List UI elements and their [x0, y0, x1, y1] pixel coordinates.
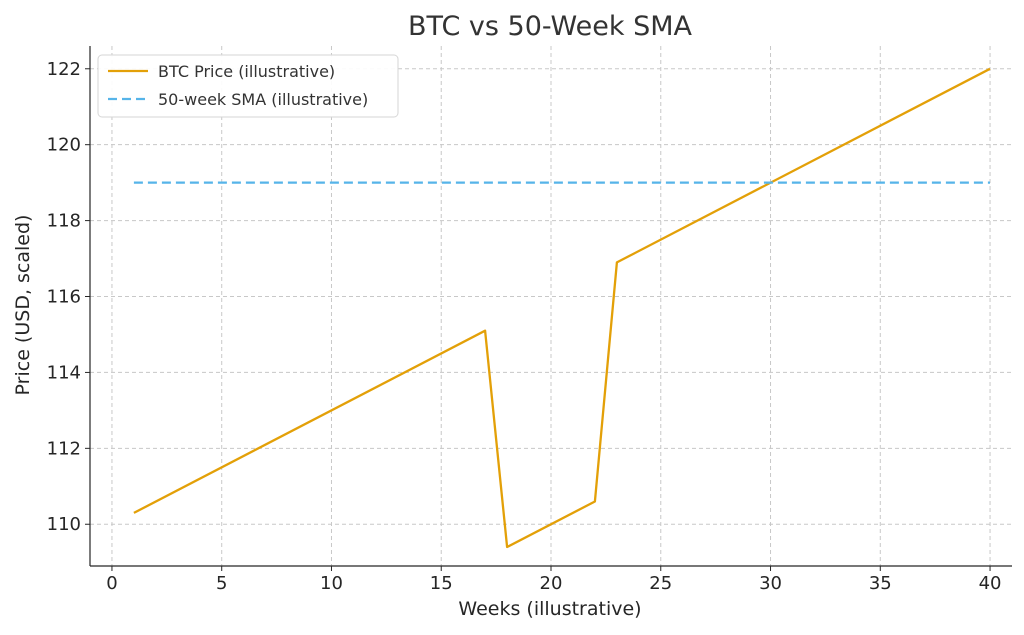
x-tick-label: 25 — [649, 573, 672, 594]
x-tick-label: 20 — [540, 573, 563, 594]
y-tick-label: 120 — [47, 135, 81, 156]
x-tick-label: 10 — [320, 573, 343, 594]
series-layer — [133, 67, 991, 549]
x-tick-label: 5 — [216, 573, 227, 594]
legend-label-2: 50-week SMA (illustrative) — [158, 90, 368, 109]
y-tick-label: 122 — [47, 59, 81, 80]
y-tick-label: 116 — [47, 287, 81, 308]
legend-box — [97, 54, 399, 118]
x-tick-label: 40 — [979, 573, 1002, 594]
x-tick-label: 0 — [106, 573, 117, 594]
legend: BTC Price (illustrative) 50-week SMA (ill… — [97, 54, 399, 118]
chart-title: BTC vs 50-Week SMA — [408, 11, 692, 42]
x-tick-label: 15 — [430, 573, 453, 594]
y-tick-label: 110 — [47, 514, 81, 535]
x-tick-label: 30 — [759, 573, 782, 594]
legend-label-1: BTC Price (illustrative) — [158, 62, 335, 81]
axes: 0 5 10 15 20 25 30 35 40 110 112 114 116 118 120 122 — [47, 46, 1012, 594]
x-axis-label: Weeks (illustrative) — [458, 598, 641, 620]
y-tick-label: 114 — [47, 362, 81, 383]
y-axis-label: Price (USD, scaled) — [12, 215, 34, 396]
y-tick-label: 112 — [47, 438, 81, 459]
y-tick-label: 118 — [47, 211, 81, 232]
grid — [90, 46, 1012, 566]
series-line-1 — [133, 67, 991, 549]
x-tick-label: 35 — [869, 573, 892, 594]
